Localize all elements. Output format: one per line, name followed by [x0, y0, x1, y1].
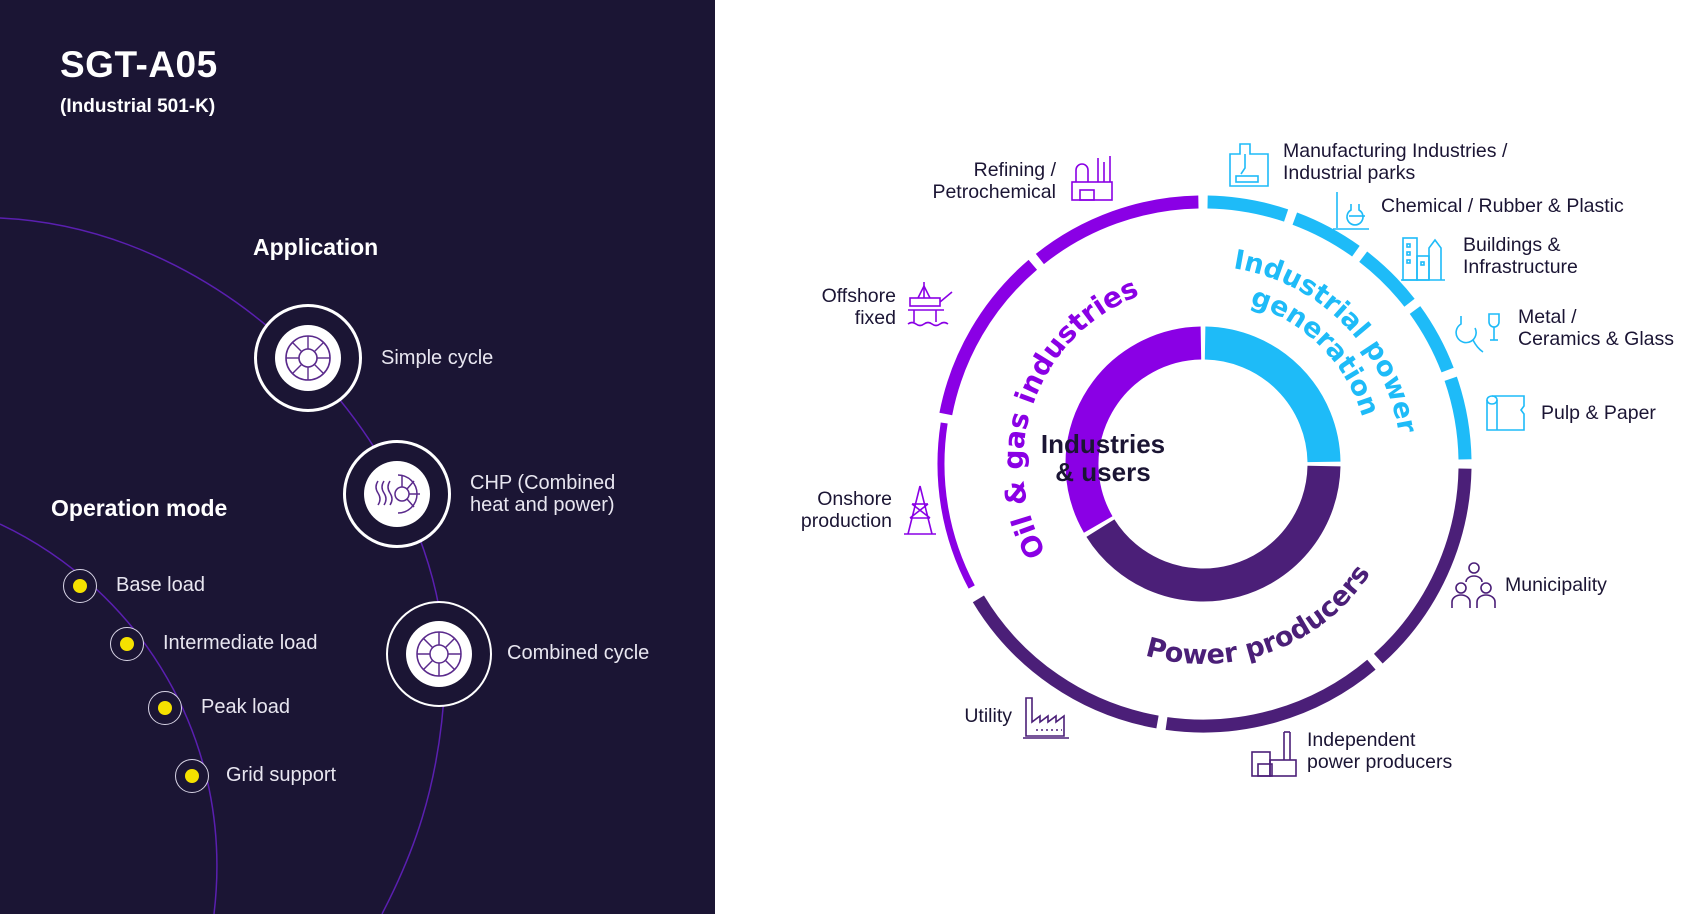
- grid-support-dot[interactable]: [175, 759, 209, 793]
- offshore-platform-icon: [907, 282, 953, 327]
- turbine-cycle-icon: [416, 631, 462, 677]
- connector-arcs: [0, 217, 446, 914]
- peak-load-label: Peak load: [201, 696, 290, 718]
- outer-segment-industrial-3: [1359, 251, 1415, 307]
- refinery-icon: [1071, 156, 1113, 201]
- center-line1: Industries: [1040, 429, 1166, 459]
- outer-segment-oil-gas-2: [939, 259, 1038, 416]
- independent-line1: Independent: [1307, 729, 1416, 751]
- buildings-icon: [1401, 237, 1445, 281]
- outer-segment-industrial-4: [1409, 306, 1454, 373]
- municipality-label: Municipality: [1505, 574, 1607, 596]
- paper-roll-icon: [1486, 395, 1525, 431]
- inner-segment-power: [1086, 465, 1341, 602]
- independent-label: Independent power producers: [1307, 729, 1452, 773]
- base-load-dot[interactable]: [63, 569, 97, 603]
- base-load-label: Base load: [116, 574, 205, 596]
- refining-line1: Refining /: [973, 159, 1056, 181]
- buildings-line1: Buildings &: [1463, 234, 1561, 256]
- center-line2: & users: [1055, 457, 1151, 487]
- chp-button[interactable]: [343, 440, 451, 548]
- onshore-line2: production: [800, 510, 892, 532]
- offshore-label: Offshore fixed: [822, 285, 896, 329]
- intermediate-load-dot[interactable]: [110, 627, 144, 661]
- manufacturing-line2: Industrial parks: [1283, 162, 1416, 184]
- offshore-line2: fixed: [854, 307, 896, 329]
- inner-segment-industrial: [1204, 326, 1341, 463]
- buildings-line2: Infrastructure: [1463, 256, 1578, 278]
- simple-cycle-label: Simple cycle: [381, 347, 494, 369]
- manufacturing-label: Manufacturing Industries / Industrial par…: [1283, 140, 1507, 184]
- chp-label-line1: CHP (Combined: [470, 472, 616, 494]
- metal-label: Metal / Ceramics & Glass: [1518, 306, 1674, 350]
- combined-cycle-button[interactable]: [386, 601, 492, 707]
- turbine-heat-icon: [375, 474, 420, 514]
- simple-cycle-button[interactable]: [254, 304, 362, 412]
- chemical-label: Chemical / Rubber & Plastic: [1381, 195, 1624, 217]
- chemical-flask-icon: [1333, 192, 1369, 230]
- outer-segment-oil-gas-1: [937, 422, 975, 589]
- turbine-icon: [285, 335, 331, 381]
- intermediate-load-label: Intermediate load: [163, 632, 318, 654]
- outer-segment-power-2: [1165, 659, 1376, 733]
- metal-line2: Ceramics & Glass: [1518, 328, 1675, 350]
- manufacturing-icon: [1229, 143, 1269, 187]
- grid-support-label: Grid support: [226, 764, 337, 786]
- pulp-paper-label: Pulp & Paper: [1541, 402, 1656, 424]
- operation-mode-heading: Operation mode: [51, 495, 228, 521]
- manufacturing-line1: Manufacturing Industries /: [1283, 140, 1508, 162]
- metal-glass-icon: [1455, 313, 1500, 353]
- combined-cycle-label: Combined cycle: [507, 642, 650, 664]
- outer-segment-power-1: [1373, 468, 1472, 664]
- refining-label: Refining / Petrochemical: [932, 159, 1056, 203]
- outer-segment-power-3: [972, 595, 1159, 729]
- page-subtitle: (Industrial 501-K): [60, 96, 216, 117]
- left-panel: SGT-A05 (Industrial 501-K) Application S…: [0, 0, 715, 914]
- outer-segment-industrial-1: [1207, 195, 1289, 222]
- center-title: Industries & users: [1003, 430, 1203, 486]
- sector-oil-gas-label: Oil & gas industries: [997, 271, 1143, 564]
- outer-segment-oil-gas-3: [1035, 195, 1199, 265]
- outer-segment-industrial-5: [1444, 376, 1472, 460]
- chp-label: CHP (Combined heat and power): [470, 472, 615, 516]
- peak-load-dot[interactable]: [148, 691, 182, 725]
- independent-line2: power producers: [1307, 751, 1453, 773]
- chp-label-line2: heat and power): [470, 494, 615, 516]
- application-heading: Application: [253, 234, 379, 260]
- offshore-line1: Offshore: [821, 285, 896, 307]
- drilling-rig-icon: [904, 485, 936, 535]
- people-icon: [1451, 562, 1496, 608]
- refining-line2: Petrochemical: [932, 181, 1056, 203]
- onshore-label: Onshore production: [801, 488, 892, 532]
- power-plant-icon: [1251, 731, 1297, 777]
- buildings-label: Buildings & Infrastructure: [1463, 234, 1578, 278]
- factory-icon: [1023, 697, 1069, 739]
- utility-label: Utility: [964, 705, 1012, 727]
- outer-segment-industrial-2: [1292, 212, 1360, 257]
- metal-line1: Metal /: [1518, 306, 1577, 328]
- page-title: SGT-A05: [60, 44, 218, 85]
- inner-segment-oil-gas: [1065, 326, 1202, 533]
- onshore-line1: Onshore: [817, 488, 892, 510]
